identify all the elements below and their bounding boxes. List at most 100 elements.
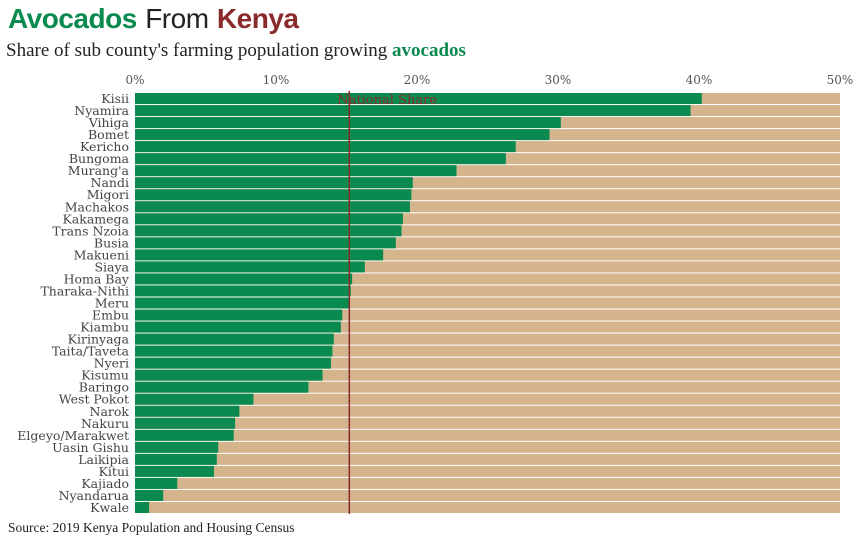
category-label: Kwale — [90, 500, 129, 515]
bar-background — [135, 357, 840, 369]
category-label: Murang'a — [68, 163, 130, 178]
bar — [135, 129, 550, 141]
bar — [135, 429, 234, 441]
bar-background — [135, 453, 840, 465]
bar-background — [135, 309, 840, 321]
bar — [135, 261, 365, 273]
bar-background — [135, 333, 840, 345]
bar-background — [135, 285, 840, 297]
bar-background — [135, 213, 840, 225]
category-label: Vihiga — [88, 115, 130, 130]
bar — [135, 249, 384, 261]
bar — [135, 141, 516, 153]
bar-background — [135, 501, 840, 513]
bar — [135, 333, 334, 345]
bar — [135, 297, 350, 309]
bar — [135, 189, 412, 201]
category-label: Kitui — [99, 464, 129, 479]
bar — [135, 153, 506, 165]
category-label: Trans Nzoia — [52, 223, 129, 238]
category-label: Elgeyo/Marakwet — [17, 428, 129, 443]
bar-background — [135, 273, 840, 285]
title-word-from: From — [145, 3, 209, 34]
category-label: Kakamega — [62, 211, 129, 226]
bar-background — [135, 465, 840, 477]
bar — [135, 393, 254, 405]
category-label: Machakos — [65, 199, 129, 214]
x-tick-label: 0% — [125, 73, 144, 87]
bar — [135, 177, 413, 189]
bar — [135, 105, 691, 117]
bar — [135, 357, 331, 369]
category-label: Homa Bay — [64, 271, 130, 286]
bar-background — [135, 297, 840, 309]
bar-background — [135, 441, 840, 453]
category-label: Narok — [90, 404, 130, 419]
category-label: Kericho — [80, 139, 129, 154]
category-label: Makueni — [74, 247, 129, 262]
bar — [135, 273, 353, 285]
category-label: Nakuru — [81, 416, 129, 431]
category-label: Siaya — [94, 259, 129, 274]
bar-background — [135, 381, 840, 393]
bar — [135, 309, 343, 321]
bar-background — [135, 345, 840, 357]
category-label: Bomet — [88, 127, 129, 142]
x-tick-label: 30% — [545, 73, 572, 87]
bar — [135, 213, 403, 225]
bar — [135, 237, 396, 249]
bar — [135, 225, 402, 237]
bar — [135, 285, 351, 297]
category-label: Bungoma — [69, 151, 130, 166]
category-label: Kisumu — [81, 368, 129, 383]
chart-title: Avocados From Kenya — [8, 2, 299, 36]
x-tick-label: 50% — [827, 73, 854, 87]
subtitle-text: Share of sub county's farming population… — [6, 40, 388, 61]
category-label: Baringo — [79, 380, 129, 395]
title-word-avocados: Avocados — [8, 3, 137, 34]
category-label: Tharaka-Nithi — [40, 283, 129, 298]
bar — [135, 381, 309, 393]
category-label: Nyamira — [74, 103, 129, 118]
bar-background — [135, 321, 840, 333]
bar-background — [135, 489, 840, 501]
bar-background — [135, 165, 840, 177]
title-word-kenya: Kenya — [216, 3, 299, 34]
x-tick-label: 20% — [404, 73, 431, 87]
bar — [135, 489, 164, 501]
bar — [135, 465, 214, 477]
bar — [135, 501, 150, 513]
bar — [135, 321, 341, 333]
bar-background — [135, 393, 840, 405]
x-tick-label: 40% — [686, 73, 713, 87]
category-label: Nyandarua — [59, 488, 130, 503]
bar-background — [135, 417, 840, 429]
bar — [135, 369, 323, 381]
category-label: Taita/Taveta — [52, 344, 130, 359]
category-label: Uasin Gishu — [52, 440, 129, 455]
national-share-label: National Share — [337, 93, 437, 108]
bar — [135, 441, 219, 453]
bar-background — [135, 261, 840, 273]
bar — [135, 345, 333, 357]
source-note: Source: 2019 Kenya Population and Housin… — [8, 520, 295, 535]
bar — [135, 477, 178, 489]
subtitle-highlight: avocados — [392, 40, 466, 61]
bar-background — [135, 405, 840, 417]
category-label: Busia — [94, 235, 130, 250]
bar — [135, 405, 240, 417]
bar — [135, 417, 236, 429]
chart-subtitle: Share of sub county's farming population… — [6, 38, 466, 64]
bar — [135, 93, 702, 105]
category-label: Migori — [87, 187, 129, 202]
bar-background — [135, 225, 840, 237]
category-label: West Pokot — [59, 392, 129, 407]
category-label: Embu — [92, 308, 129, 323]
category-label: Laikipia — [78, 452, 129, 467]
bar-background — [135, 177, 840, 189]
bar-background — [135, 189, 840, 201]
bar — [135, 453, 217, 465]
bar-background — [135, 429, 840, 441]
bar-background — [135, 201, 840, 213]
